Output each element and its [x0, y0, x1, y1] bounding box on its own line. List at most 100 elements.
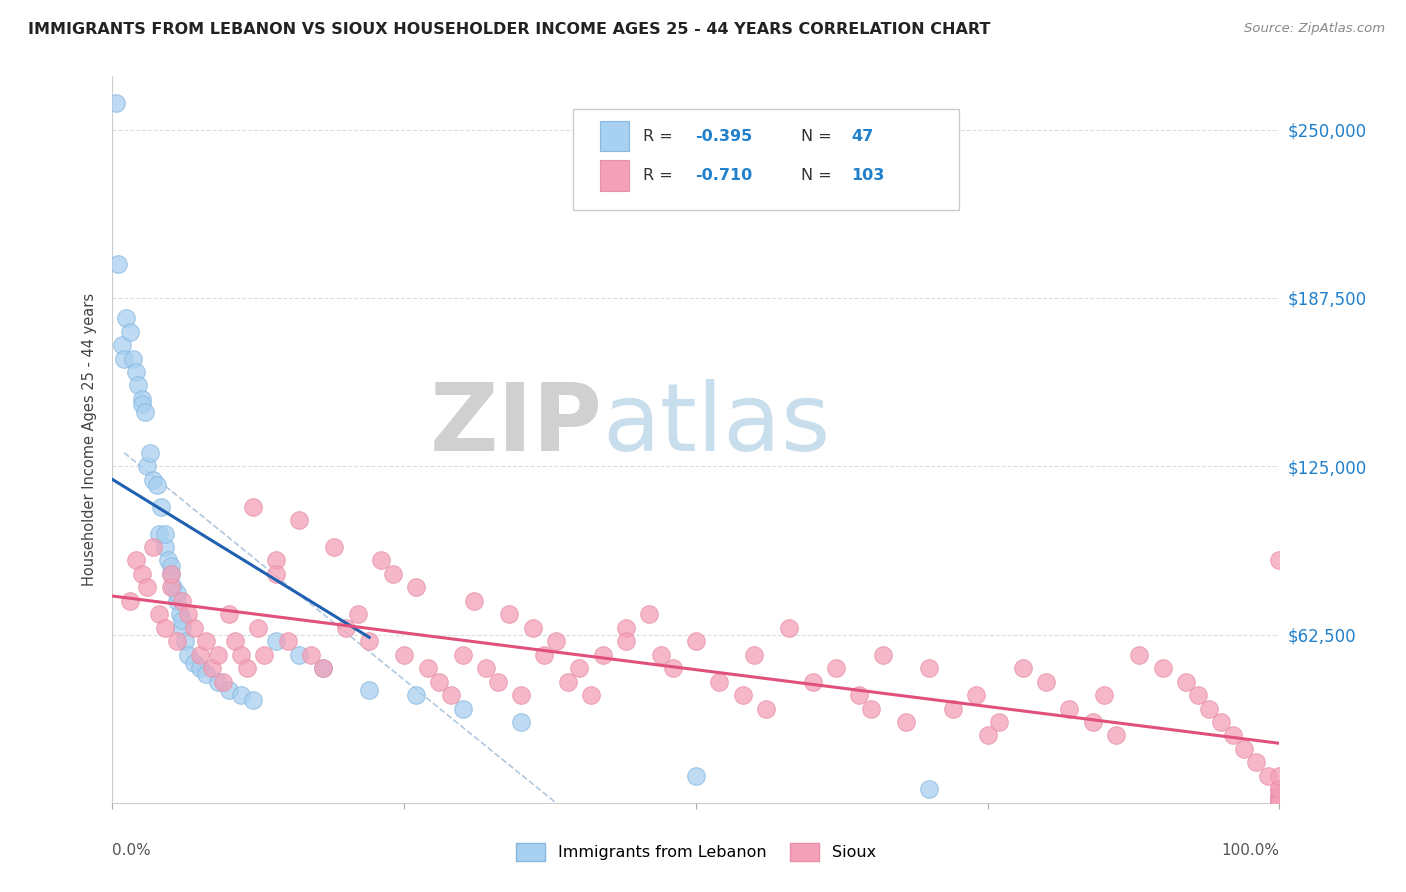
Point: [112, 351, 135, 366]
Point: [264, 566, 287, 581]
Point: [509, 714, 531, 729]
Point: [183, 621, 205, 635]
Text: -0.395: -0.395: [695, 128, 752, 144]
Point: [1059, 701, 1081, 715]
Point: [1233, 742, 1256, 756]
Point: [557, 674, 579, 689]
Point: [188, 661, 211, 675]
Point: [1268, 794, 1291, 808]
Point: [131, 397, 153, 411]
Point: [650, 648, 672, 662]
Point: [872, 648, 894, 662]
Text: ZIP: ZIP: [430, 379, 603, 471]
Point: [136, 459, 159, 474]
Point: [335, 621, 357, 635]
Point: [440, 688, 463, 702]
Point: [118, 594, 141, 608]
Point: [1268, 782, 1291, 797]
Point: [166, 586, 188, 600]
Text: Source: ZipAtlas.com: Source: ZipAtlas.com: [1244, 22, 1385, 36]
Point: [311, 661, 333, 675]
Y-axis label: Householder Income Ages 25 - 44 years: Householder Income Ages 25 - 44 years: [82, 293, 97, 586]
Point: [522, 621, 544, 635]
Point: [207, 648, 229, 662]
Point: [1094, 688, 1116, 702]
Text: 47: 47: [851, 128, 873, 144]
Point: [451, 701, 474, 715]
Point: [107, 257, 129, 271]
Point: [685, 634, 707, 648]
Point: [801, 674, 824, 689]
Point: [416, 661, 439, 675]
Point: [614, 634, 637, 648]
Point: [568, 661, 591, 675]
Point: [153, 526, 176, 541]
Point: [427, 674, 450, 689]
Point: [918, 661, 941, 675]
Point: [731, 688, 754, 702]
Point: [125, 365, 148, 379]
Point: [111, 338, 134, 352]
Point: [150, 500, 173, 514]
Text: IMMIGRANTS FROM LEBANON VS SIOUX HOUSEHOLDER INCOME AGES 25 - 44 YEARS CORRELATI: IMMIGRANTS FROM LEBANON VS SIOUX HOUSEHO…: [28, 22, 990, 37]
Point: [381, 566, 404, 581]
Point: [229, 648, 252, 662]
Point: [1105, 729, 1128, 743]
Point: [139, 446, 162, 460]
Point: [235, 661, 257, 675]
Point: [346, 607, 368, 622]
Point: [212, 674, 235, 689]
Point: [172, 613, 194, 627]
Point: [247, 621, 270, 635]
Point: [207, 674, 229, 689]
Point: [264, 553, 287, 567]
Point: [860, 701, 883, 715]
Point: [153, 540, 176, 554]
Point: [311, 661, 333, 675]
Text: -0.710: -0.710: [695, 168, 752, 183]
Point: [976, 729, 998, 743]
Text: 0.0%: 0.0%: [112, 843, 152, 858]
Point: [115, 311, 138, 326]
Text: N =: N =: [801, 128, 837, 144]
Point: [323, 540, 346, 554]
Point: [125, 553, 148, 567]
Point: [276, 634, 298, 648]
Bar: [600, 161, 630, 191]
Text: 103: 103: [851, 168, 884, 183]
Point: [825, 661, 848, 675]
Point: [118, 325, 141, 339]
Point: [127, 378, 149, 392]
Point: [1244, 756, 1267, 770]
Point: [1011, 661, 1033, 675]
Point: [1268, 788, 1291, 802]
Point: [359, 682, 381, 697]
Text: atlas: atlas: [603, 379, 831, 471]
Point: [988, 714, 1011, 729]
Point: [544, 634, 567, 648]
Point: [299, 648, 322, 662]
Point: [1081, 714, 1104, 729]
Point: [394, 648, 416, 662]
Point: [172, 594, 194, 608]
Point: [218, 607, 240, 622]
Point: [498, 607, 520, 622]
Point: [1035, 674, 1057, 689]
Point: [229, 688, 252, 702]
Point: [136, 581, 159, 595]
Point: [509, 688, 531, 702]
Point: [242, 500, 264, 514]
Point: [579, 688, 602, 702]
Point: [1268, 769, 1291, 783]
Point: [162, 581, 184, 595]
Point: [894, 714, 917, 729]
Point: [201, 661, 224, 675]
Point: [638, 607, 661, 622]
Point: [1187, 688, 1209, 702]
Point: [451, 648, 474, 662]
Point: [1268, 796, 1291, 810]
Point: [148, 607, 170, 622]
Point: [172, 621, 194, 635]
Point: [177, 648, 200, 662]
Point: [142, 473, 165, 487]
